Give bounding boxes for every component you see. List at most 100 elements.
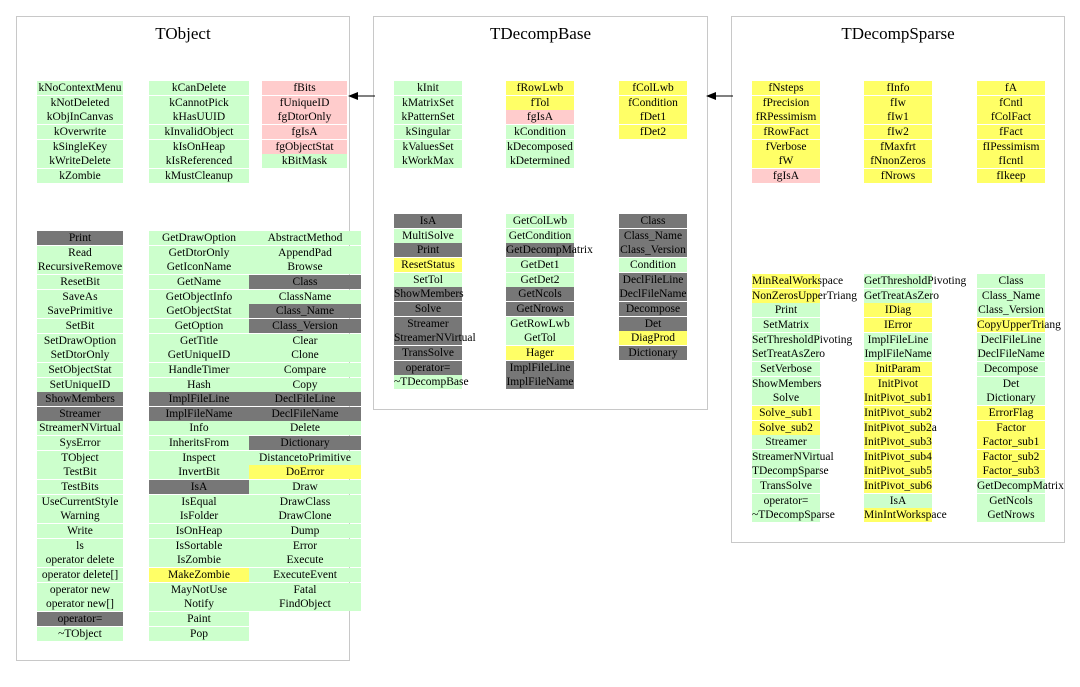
member-label: IsOnHeap	[175, 525, 223, 537]
member-entry: kIsOnHeap	[149, 139, 249, 154]
member-entry: CopyUpperTriang	[977, 317, 1061, 332]
member-entry: TDecompSparse	[752, 464, 829, 479]
member-entry: ImplFileLine	[864, 332, 932, 347]
member-entry: kMustCleanup	[149, 168, 249, 183]
member-highlight	[977, 347, 1045, 362]
member-label: IsA	[889, 494, 907, 507]
member-label: operator=	[57, 612, 103, 625]
member-highlight	[394, 214, 462, 228]
member-highlight	[977, 81, 1045, 95]
member-highlight	[37, 509, 123, 524]
member-entry: Inspect	[149, 450, 249, 465]
member-entry: Streamer	[394, 316, 462, 331]
member-highlight	[37, 318, 123, 333]
member-highlight	[506, 331, 574, 346]
member-label: fIcntl	[998, 155, 1024, 168]
member-label: DeclFileLine	[274, 393, 336, 406]
member-entry: operator new[]	[37, 597, 123, 612]
member-entry: ls	[37, 538, 123, 553]
member-entry: Class_Name	[977, 288, 1045, 303]
member-highlight	[37, 168, 123, 183]
member-entry: fIw	[864, 95, 932, 110]
member-label: StreamerNVirtual	[394, 332, 476, 345]
member-highlight	[394, 95, 462, 110]
member-entry: kObjInCanvas	[37, 110, 123, 125]
member-label: operator new	[49, 583, 111, 596]
member-highlight	[394, 331, 462, 346]
member-entry: AppendPad	[249, 245, 361, 260]
member-entry: kIsReferenced	[149, 154, 249, 169]
member-highlight	[752, 303, 820, 318]
member-entry: GetDtorOnly	[149, 245, 249, 260]
member-highlight	[249, 553, 361, 568]
member-entry: IsEqual	[149, 494, 249, 509]
member-label: ~TObject	[58, 627, 102, 640]
member-highlight	[249, 362, 361, 377]
member-label: InitPivot_sub2	[864, 406, 932, 419]
member-highlight	[394, 360, 462, 375]
member-highlight	[506, 81, 574, 95]
member-entry: Streamer	[37, 406, 123, 421]
member-label: SetDtorOnly	[50, 349, 110, 362]
member-label: kCanDelete	[171, 82, 227, 94]
member-label: Class	[998, 275, 1024, 287]
member-label: fInfo	[886, 82, 910, 94]
member-label: GetCondition	[508, 229, 572, 242]
member-label: InitPivot_sub5	[864, 465, 932, 478]
member-entry: AbstractMethod	[249, 231, 361, 245]
member-entry: GetObjectStat	[149, 304, 249, 319]
member-highlight	[864, 420, 932, 435]
member-entry: kInit	[394, 81, 462, 95]
member-highlight	[752, 479, 820, 494]
member-label: Class	[292, 275, 318, 288]
member-label: fIw1	[887, 111, 909, 124]
member-entry: fColLwb	[619, 81, 687, 95]
member-label: Inspect	[182, 451, 216, 464]
member-highlight	[37, 333, 123, 348]
member-label: SetDrawOption	[43, 334, 117, 347]
member-label: kInit	[417, 82, 439, 94]
member-label: DeclFileName	[271, 407, 339, 420]
member-entry: Decompose	[977, 361, 1045, 376]
member-entry: Class_Version	[619, 243, 687, 258]
member-highlight	[506, 287, 574, 302]
member-label: GetDet1	[520, 258, 560, 271]
member-label: fDet1	[639, 111, 667, 124]
member-label: IsFolder	[179, 510, 219, 523]
member-highlight	[977, 493, 1045, 508]
member-label: fTol	[530, 96, 550, 109]
member-highlight	[506, 154, 574, 169]
member-label: DeclFileName	[977, 348, 1045, 361]
member-highlight	[506, 214, 574, 228]
member-entry: kSingular	[394, 124, 462, 139]
member-highlight	[506, 124, 574, 139]
member-label: Factor_sub2	[982, 450, 1040, 463]
member-highlight	[394, 110, 462, 125]
member-highlight	[394, 124, 462, 139]
member-entry: fFact	[977, 124, 1045, 139]
member-highlight	[37, 494, 123, 509]
member-label: InitPivot_sub2a	[864, 421, 937, 434]
member-label: SavePrimitive	[47, 305, 113, 318]
member-entry: fIw1	[864, 110, 932, 125]
member-entry: InitPivot_sub6	[864, 479, 932, 494]
member-entry: Factor_sub3	[977, 464, 1045, 479]
member-label: Factor	[996, 421, 1026, 434]
member-entry: DiagProd	[619, 331, 687, 346]
member-entry: fgIsA	[506, 110, 574, 125]
member-entry: Read	[37, 245, 123, 260]
member-label: GetRowLwb	[510, 317, 570, 330]
member-label: kDetermined	[509, 155, 571, 168]
member-entry: fgIsA	[752, 168, 820, 183]
member-entry: Print	[394, 243, 462, 258]
member-highlight	[149, 274, 249, 289]
member-highlight	[977, 405, 1045, 420]
member-label: ShowMembers	[394, 288, 464, 301]
member-highlight	[249, 436, 361, 451]
member-entry: fCondition	[619, 95, 687, 110]
member-label: SysError	[59, 437, 101, 450]
member-highlight	[249, 318, 361, 333]
member-highlight	[149, 95, 249, 110]
member-label: ls	[76, 539, 84, 552]
member-label: ShowMembers	[752, 377, 822, 390]
